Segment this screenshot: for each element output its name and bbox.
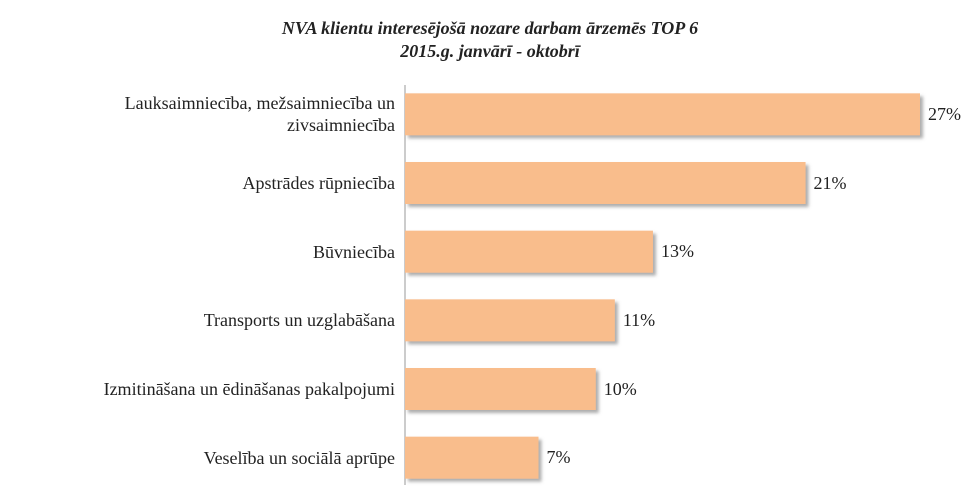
category-label: Būvniecība (313, 241, 395, 262)
bar (405, 93, 920, 136)
bar (405, 162, 806, 204)
value-label: 11% (622, 309, 656, 330)
category-label: Transports un uzglabāšana (203, 310, 395, 331)
value-label: 27% (928, 103, 961, 124)
chart-title: NVA klientu interesējošā nozare darbam ā… (281, 18, 699, 38)
value-label: 21% (813, 172, 847, 193)
bar (405, 230, 653, 273)
chart-subtitle: 2015.g. janvārī - oktobrī (400, 41, 580, 61)
category-label: Izmitināšana un ēdināšanas pakalpojumi (103, 379, 395, 399)
value-label: 13% (660, 241, 694, 262)
value-label: 7% (546, 447, 571, 468)
category-label: Veselība un sociālā aprūpe (203, 447, 395, 468)
bar (405, 436, 539, 479)
category-label: Apstrādes rūpniecība (242, 173, 395, 193)
category-label: Lauksaimniecība, mežsaimniecība un zivsa… (124, 93, 395, 136)
value-label: 10% (603, 378, 637, 399)
bar (405, 368, 596, 410)
bar (405, 299, 615, 342)
